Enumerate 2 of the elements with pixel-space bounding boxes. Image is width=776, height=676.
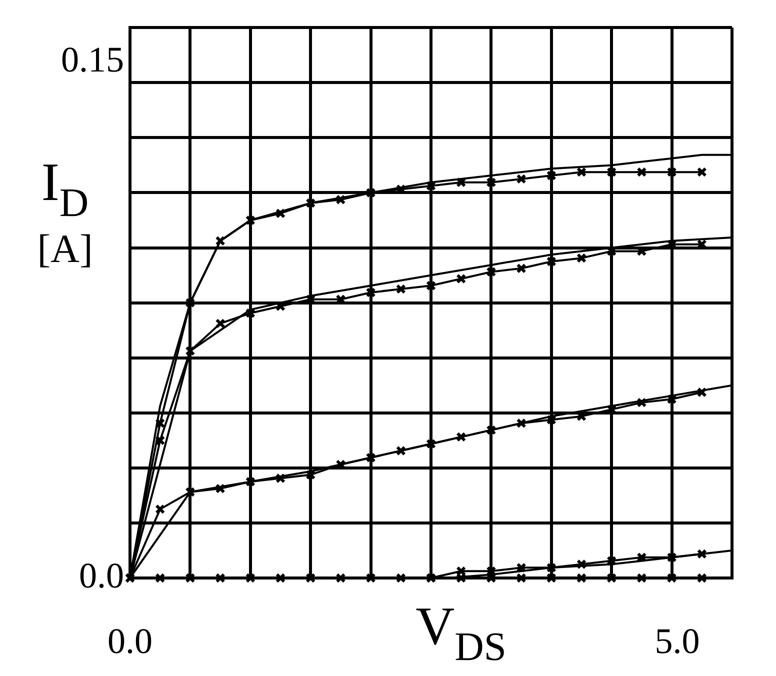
y-tick-label: 0.15 [61,39,124,80]
x-tick-label: 5.0 [654,621,700,662]
